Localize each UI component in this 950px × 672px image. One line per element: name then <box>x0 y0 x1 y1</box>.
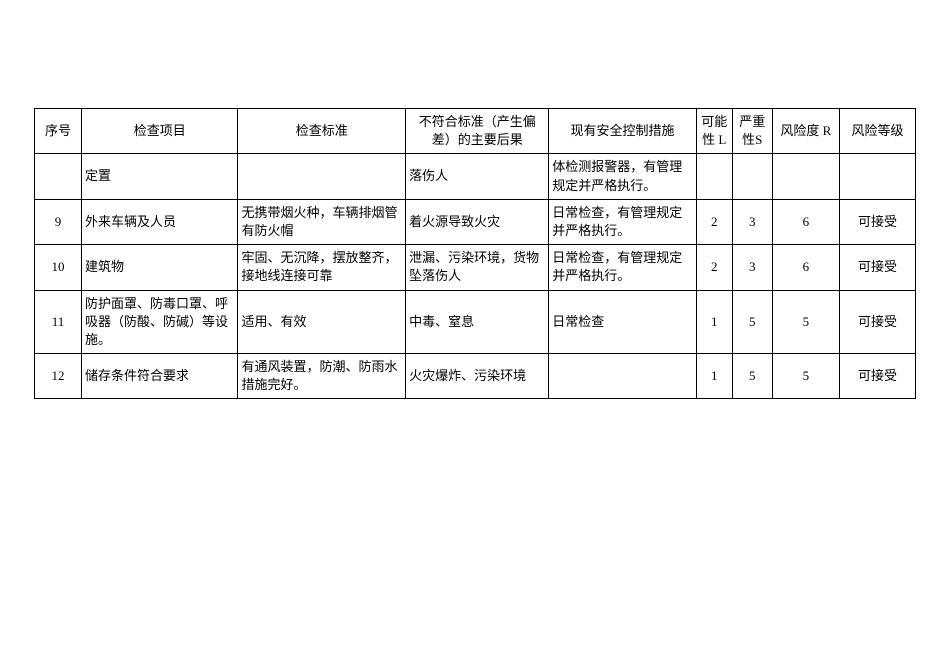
table-header-row: 序号 检查项目 检查标准 不符合标准（产生偏差）的主要后果 现有安全控制措施 可… <box>35 109 916 154</box>
cell-L: 1 <box>696 290 732 354</box>
cell-ctrl <box>549 354 697 399</box>
risk-assessment-table: 序号 检查项目 检查标准 不符合标准（产生偏差）的主要后果 现有安全控制措施 可… <box>34 108 916 399</box>
cell-R: 6 <box>772 245 839 290</box>
cell-item: 建筑物 <box>81 245 238 290</box>
table-row: 12储存条件符合要求有通风装置，防潮、防雨水措施完好。火灾爆炸、污染环境155可… <box>35 354 916 399</box>
col-header-lvl: 风险等级 <box>839 109 915 154</box>
cell-R: 5 <box>772 354 839 399</box>
cell-seq <box>35 154 82 199</box>
cell-item: 定置 <box>81 154 238 199</box>
cell-cons: 落伤人 <box>406 154 549 199</box>
cell-S: 5 <box>732 290 772 354</box>
cell-std: 有通风装置，防潮、防雨水措施完好。 <box>238 354 406 399</box>
cell-cons: 中毒、窒息 <box>406 290 549 354</box>
cell-seq: 9 <box>35 199 82 244</box>
col-header-R: 风险度 R <box>772 109 839 154</box>
cell-S: 5 <box>732 354 772 399</box>
cell-lvl <box>839 154 915 199</box>
risk-assessment-table-wrapper: 序号 检查项目 检查标准 不符合标准（产生偏差）的主要后果 现有安全控制措施 可… <box>34 108 916 399</box>
cell-L: 2 <box>696 245 732 290</box>
table-row: 定置 落伤人体检测报警器，有管理规定并严格执行。 <box>35 154 916 199</box>
cell-item: 外来车辆及人员 <box>81 199 238 244</box>
cell-lvl: 可接受 <box>839 199 915 244</box>
cell-cons: 泄漏、污染环境，货物坠落伤人 <box>406 245 549 290</box>
cell-lvl: 可接受 <box>839 245 915 290</box>
cell-seq: 12 <box>35 354 82 399</box>
cell-std <box>238 154 406 199</box>
cell-ctrl: 体检测报警器，有管理规定并严格执行。 <box>549 154 697 199</box>
cell-cons: 着火源导致火灾 <box>406 199 549 244</box>
cell-S <box>732 154 772 199</box>
cell-L <box>696 154 732 199</box>
cell-ctrl: 日常检查，有管理规定并严格执行。 <box>549 245 697 290</box>
col-header-item: 检查项目 <box>81 109 238 154</box>
table-header: 序号 检查项目 检查标准 不符合标准（产生偏差）的主要后果 现有安全控制措施 可… <box>35 109 916 154</box>
cell-lvl: 可接受 <box>839 290 915 354</box>
cell-L: 2 <box>696 199 732 244</box>
cell-R: 6 <box>772 199 839 244</box>
cell-L: 1 <box>696 354 732 399</box>
cell-S: 3 <box>732 199 772 244</box>
cell-item: 储存条件符合要求 <box>81 354 238 399</box>
cell-ctrl: 日常检查，有管理规定并严格执行。 <box>549 199 697 244</box>
col-header-L: 可能性 L <box>696 109 732 154</box>
col-header-ctrl: 现有安全控制措施 <box>549 109 697 154</box>
table-body: 定置落伤人体检测报警器，有管理规定并严格执行。9外来车辆及人员无携带烟火种，车辆… <box>35 154 916 399</box>
cell-S: 3 <box>732 245 772 290</box>
cell-lvl: 可接受 <box>839 354 915 399</box>
cell-std: 无携带烟火种，车辆排烟管有防火帽 <box>238 199 406 244</box>
cell-ctrl: 日常检查 <box>549 290 697 354</box>
cell-seq: 10 <box>35 245 82 290</box>
cell-item: 防护面罩、防毒口罩、呼吸器（防酸、防碱）等设施。 <box>81 290 238 354</box>
cell-std: 适用、有效 <box>238 290 406 354</box>
col-header-cons: 不符合标准（产生偏差）的主要后果 <box>406 109 549 154</box>
col-header-seq: 序号 <box>35 109 82 154</box>
cell-R: 5 <box>772 290 839 354</box>
table-row: 10建筑物牢固、无沉降，摆放整齐，接地线连接可靠泄漏、污染环境，货物坠落伤人日常… <box>35 245 916 290</box>
cell-cons: 火灾爆炸、污染环境 <box>406 354 549 399</box>
col-header-S: 严重性S <box>732 109 772 154</box>
cell-seq: 11 <box>35 290 82 354</box>
table-row: 11防护面罩、防毒口罩、呼吸器（防酸、防碱）等设施。适用、有效中毒、窒息日常检查… <box>35 290 916 354</box>
cell-R <box>772 154 839 199</box>
col-header-std: 检查标准 <box>238 109 406 154</box>
cell-std: 牢固、无沉降，摆放整齐，接地线连接可靠 <box>238 245 406 290</box>
table-row: 9外来车辆及人员无携带烟火种，车辆排烟管有防火帽着火源导致火灾日常检查，有管理规… <box>35 199 916 244</box>
